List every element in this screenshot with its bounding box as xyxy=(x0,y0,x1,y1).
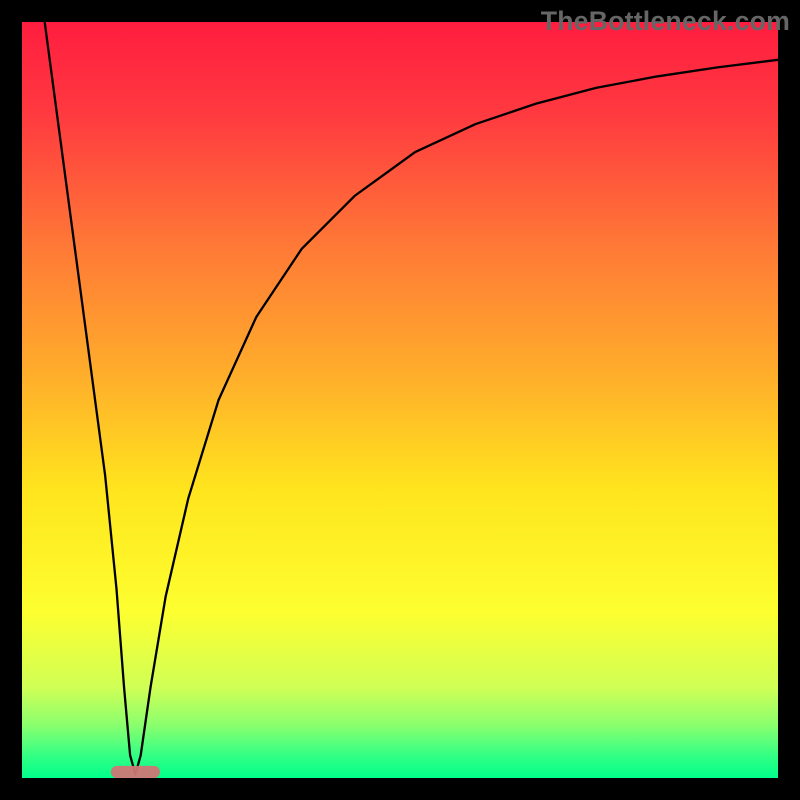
watermark-text: TheBottleneck.com xyxy=(541,6,790,37)
optimal-marker xyxy=(111,766,160,778)
bottleneck-chart: TheBottleneck.com xyxy=(0,0,800,800)
chart-svg xyxy=(0,0,800,800)
plot-background xyxy=(22,22,778,778)
